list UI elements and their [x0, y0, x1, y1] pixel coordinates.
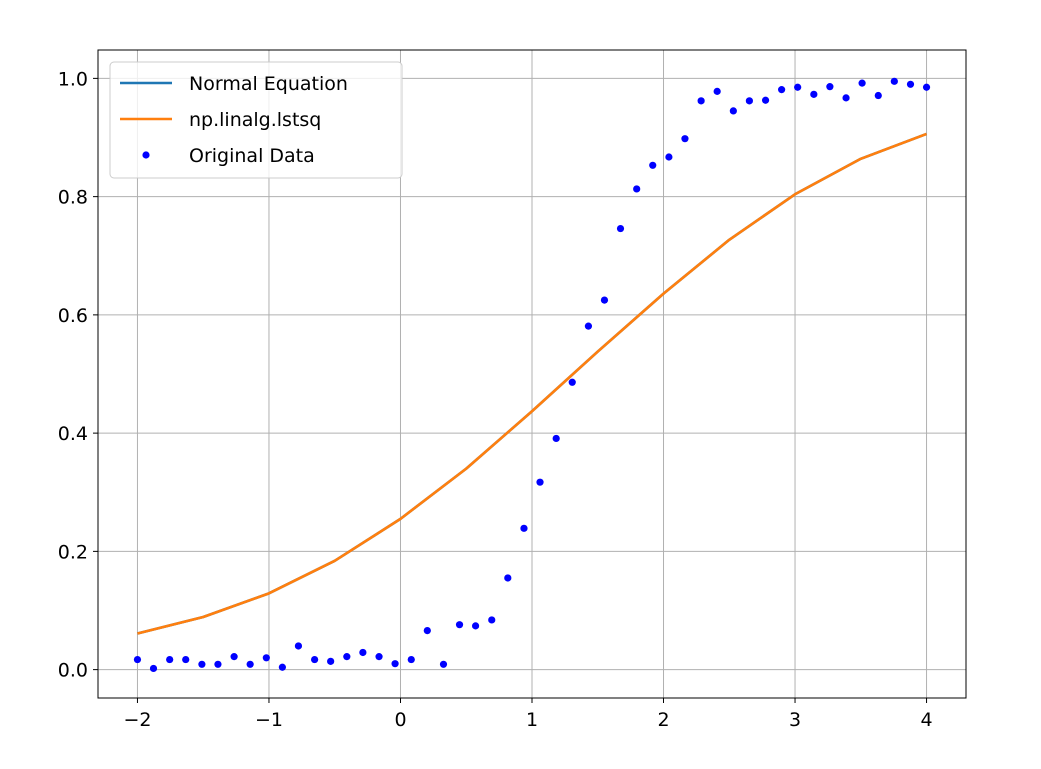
legend: Normal Equation np.linalg.lstsq Original D… — [109, 61, 403, 179]
data-point — [778, 86, 786, 94]
data-point — [874, 91, 882, 100]
data-point — [520, 524, 528, 532]
data-point — [745, 97, 753, 105]
data-point — [536, 478, 544, 486]
data-point — [665, 153, 673, 161]
data-point — [842, 94, 850, 102]
x-tick-label: 3 — [789, 709, 801, 731]
data-point — [761, 96, 770, 104]
data-point — [278, 663, 286, 671]
data-point — [681, 135, 689, 143]
data-point — [262, 654, 270, 662]
data-point — [552, 434, 560, 443]
data-point — [439, 660, 448, 668]
x-tick-label: 1 — [526, 709, 538, 731]
data-point — [423, 626, 431, 635]
data-point — [198, 660, 206, 668]
data-point — [826, 83, 834, 91]
data-point — [230, 653, 238, 661]
series-layer — [133, 77, 931, 673]
data-point — [149, 664, 158, 673]
data-point — [327, 657, 335, 665]
data-point — [455, 621, 464, 629]
data-point — [471, 622, 480, 630]
series-line-1 — [137, 132, 928, 635]
data-point — [246, 660, 254, 668]
data-point — [359, 648, 367, 657]
data-point — [810, 90, 818, 98]
y-tick-label: 0.4 — [58, 423, 88, 445]
y-tick-label: 0.0 — [58, 660, 88, 682]
y-tick-label: 0.6 — [58, 305, 88, 327]
data-point — [922, 83, 931, 91]
data-point — [343, 653, 351, 661]
data-point — [600, 296, 609, 304]
data-point — [729, 107, 737, 115]
data-point — [906, 80, 915, 88]
data-point — [488, 616, 496, 624]
legend-box — [109, 61, 403, 179]
data-point — [214, 660, 222, 668]
x-tick-label: 2 — [657, 709, 669, 731]
x-tick-label: −1 — [255, 709, 283, 731]
x-tick-label: 0 — [394, 709, 406, 731]
legend-swatch-dot — [142, 151, 150, 159]
data-point — [407, 655, 415, 664]
legend-label: Normal Equation — [189, 73, 348, 95]
data-point — [133, 655, 142, 664]
legend-label: np.linalg.lstsq — [189, 109, 321, 131]
data-point — [633, 185, 641, 193]
data-point — [391, 660, 399, 668]
y-tick-label: 0.2 — [58, 541, 88, 563]
data-point — [375, 653, 383, 661]
legend-label: Original Data — [189, 145, 315, 167]
data-point — [504, 574, 512, 582]
data-point — [166, 655, 174, 664]
data-point — [182, 655, 190, 664]
data-point — [568, 378, 576, 386]
data-point — [584, 322, 593, 330]
x-tick-label: −2 — [123, 709, 151, 731]
data-point — [697, 97, 705, 105]
x-tick-label: 4 — [920, 709, 932, 731]
data-point — [890, 77, 898, 85]
data-point — [858, 79, 866, 87]
data-point — [649, 161, 657, 169]
y-tick-label: 1.0 — [58, 68, 88, 90]
y-tick-label: 0.8 — [58, 187, 88, 209]
data-point — [794, 83, 802, 91]
data-point — [311, 655, 319, 664]
data-point — [616, 224, 625, 233]
data-point — [294, 642, 303, 650]
tick-layer: −2 −1 0 1 2 3 4 0.0 0.2 0.4 0.6 0.8 1.0 — [58, 68, 933, 731]
data-point — [713, 87, 721, 95]
